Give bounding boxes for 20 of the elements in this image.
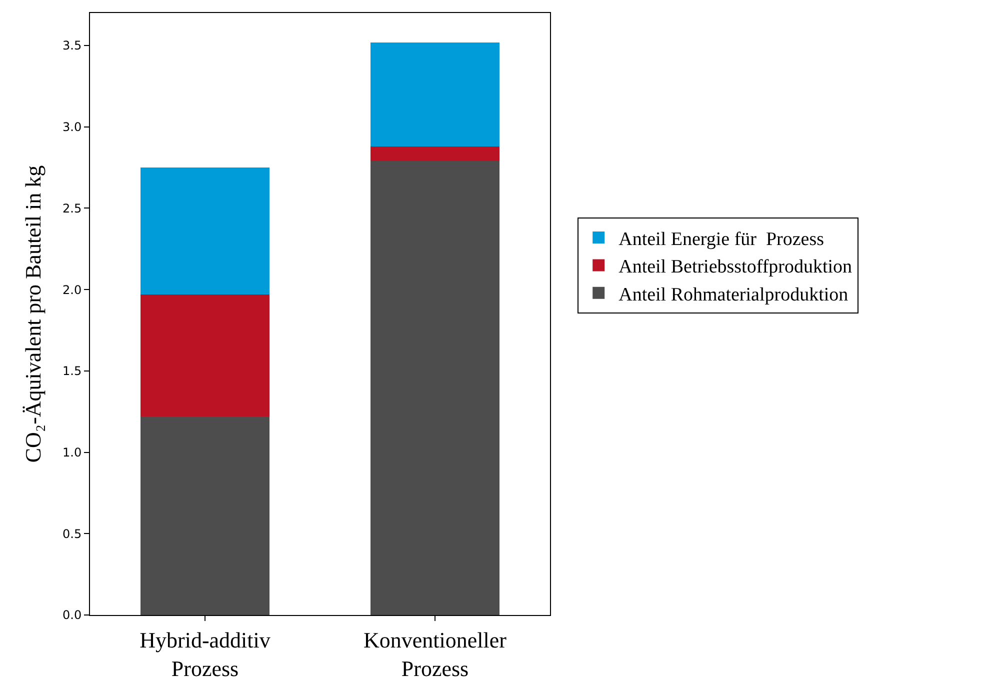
- bar: [370, 42, 500, 146]
- y-tick-label: 2.5: [62, 201, 82, 216]
- y-axis-title: CO₂-Äquivalent pro Bauteil in kg: [20, 165, 46, 463]
- bar: [370, 146, 500, 162]
- bar: [370, 161, 500, 615]
- x-tick-label: Hybrid-additiv Prozess: [140, 627, 270, 681]
- y-tick-label: 0.5: [62, 526, 82, 541]
- y-tick-label: 3.0: [62, 120, 82, 134]
- y-tick-label: 2.0: [62, 282, 82, 297]
- bar: [140, 416, 270, 615]
- legend-label: Anteil Rohmaterialproduktion: [618, 284, 849, 306]
- x-tick-label: Konventioneller Prozess: [364, 627, 508, 681]
- y-tick-label: 1.5: [62, 364, 82, 378]
- legend-label: Anteil Energie für Prozess: [618, 228, 824, 250]
- bar: [140, 294, 270, 416]
- y-tick-label: 0.0: [62, 608, 82, 622]
- y-tick-label: 1.0: [62, 446, 82, 460]
- legend-label: Anteil Betriebsstoffproduktion: [618, 256, 853, 278]
- bar: [140, 168, 270, 294]
- y-tick-label: 3.5: [62, 38, 82, 53]
